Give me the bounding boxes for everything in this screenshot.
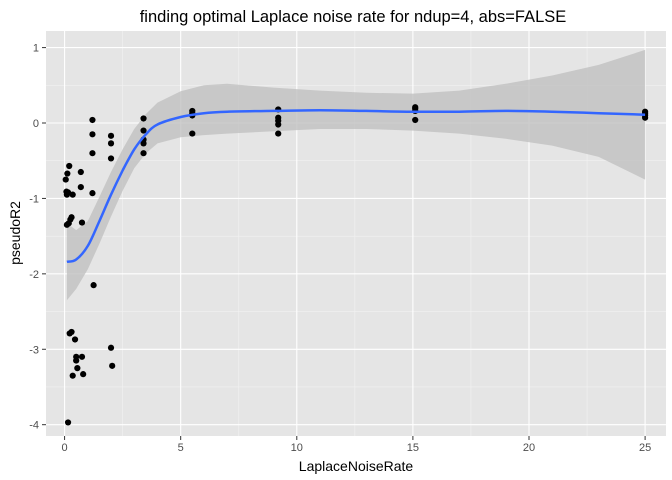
data-point [77,168,84,176]
x-tick-label: 25 [639,442,651,454]
chart-title: finding optimal Laplace noise rate for n… [140,8,567,26]
data-point [66,162,73,170]
data-point [78,353,86,360]
data-point [140,150,147,157]
data-point [189,130,196,137]
data-point [64,170,71,177]
data-point [89,190,96,197]
data-point [64,189,72,196]
data-point [107,344,115,351]
data-point [64,419,72,426]
y-tick-label: -4 [29,420,39,432]
y-tick-label: 1 [33,43,39,55]
data-point [107,155,115,162]
data-point [89,150,96,157]
data-point [140,127,147,134]
y-tick-label: -1 [29,193,39,205]
x-tick-label: 10 [291,442,303,454]
data-point [77,184,84,191]
y-tick-label: 0 [33,118,39,130]
x-tick-label: 20 [523,442,535,454]
y-axis-title: pseudoR2 [7,201,23,265]
y-tick-label: -3 [29,344,39,356]
data-point [74,365,81,372]
data-point [107,140,115,147]
data-point [109,362,116,369]
x-axis-title: LaplaceNoiseRate [299,458,414,474]
y-tick-label: -2 [29,269,39,281]
data-point [69,191,76,198]
x-tick-label: 0 [62,442,68,454]
x-axis-ticks: 0 5 10 15 20 25 [62,436,651,454]
data-point [68,328,75,336]
data-point [78,219,86,226]
data-point [89,131,96,138]
data-point [62,176,69,183]
smooth-line [66,108,646,264]
data-point [412,116,419,124]
data-point [69,372,76,379]
data-point [68,214,75,221]
data-point [89,116,96,124]
data-point [140,115,147,122]
data-point [275,121,282,128]
data-point [80,371,87,378]
data-point [90,282,97,289]
data-point [107,132,115,139]
data-point [73,357,80,364]
x-tick-label: 5 [178,442,184,454]
data-point [642,114,649,121]
data-point [275,130,282,137]
data-point [140,140,147,147]
x-tick-label: 15 [407,442,419,454]
y-axis-ticks: -4 -3 -2 -1 0 1 [29,43,46,432]
data-point [71,336,79,343]
